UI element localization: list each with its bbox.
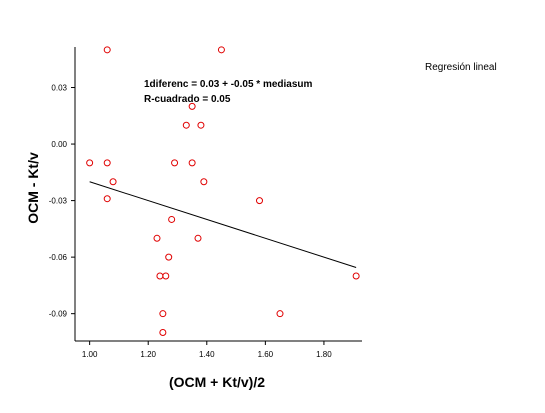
x-axis-label: (OCM + Kt/v)/2 — [169, 374, 265, 390]
x-tick-label: 1.60 — [258, 350, 274, 359]
x-tick-label: 1.40 — [199, 350, 215, 359]
y-tick-label: -0.03 — [49, 197, 68, 206]
y-axis-label: OCM - Kt/v — [25, 152, 41, 224]
data-point — [103, 159, 111, 167]
data-point — [153, 234, 161, 242]
data-point — [188, 159, 196, 167]
x-tick-label: 1.80 — [316, 350, 332, 359]
x-tick-label: 1.20 — [140, 350, 156, 359]
r-squared-label: R-cuadrado = 0.05 — [144, 94, 231, 105]
data-point — [109, 178, 117, 186]
legend-label: Regresión lineal — [425, 62, 497, 73]
data-point — [276, 310, 284, 318]
data-point — [168, 215, 176, 223]
data-points — [86, 46, 360, 337]
y-tick-label: 0.00 — [51, 140, 67, 149]
data-point — [171, 159, 179, 167]
data-point — [162, 272, 170, 280]
data-point — [194, 234, 202, 242]
y-tick-label: 0.03 — [51, 84, 67, 93]
data-point — [165, 253, 173, 261]
data-point — [182, 121, 190, 129]
y-tick-label: -0.06 — [49, 253, 68, 262]
data-point — [352, 272, 360, 280]
data-point — [86, 159, 94, 167]
data-point — [103, 195, 111, 203]
y-tick-label: -0.09 — [49, 310, 68, 319]
data-point — [197, 121, 205, 129]
data-point — [200, 178, 208, 186]
data-point — [217, 46, 225, 54]
data-point — [159, 310, 167, 318]
data-point — [159, 329, 167, 337]
x-tick-label: 1.00 — [82, 350, 98, 359]
x-axis-ticks: 1.00 1.20 1.40 1.60 1.80 — [82, 341, 332, 359]
y-axis-ticks: 0.03 0.00 -0.03 -0.06 -0.09 — [49, 84, 75, 319]
data-point — [103, 46, 111, 54]
regression-equation: 1diferenc = 0.03 + -0.05 * mediasum — [144, 79, 313, 90]
regression-line — [89, 181, 357, 268]
data-point — [188, 102, 196, 110]
data-point — [256, 197, 263, 205]
